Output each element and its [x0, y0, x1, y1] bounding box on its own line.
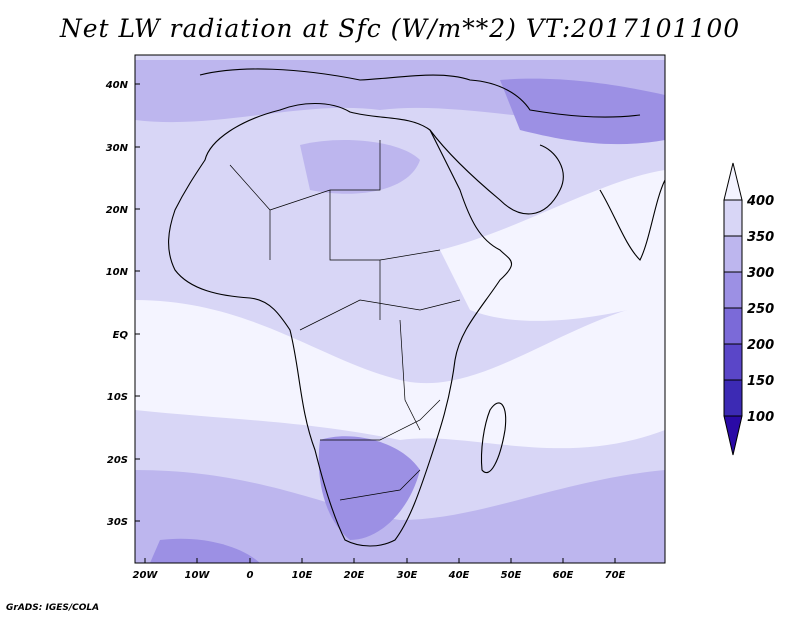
colorbar-max-arrow — [723, 162, 743, 201]
mediterranean-north-coast — [199, 68, 641, 118]
lon-tick-label: 70E — [605, 570, 626, 581]
colorbar-label: 200 — [747, 338, 774, 353]
madagascar-coastline — [480, 402, 507, 473]
lon-tick-label: 10E — [292, 570, 313, 581]
colorbar-segment — [723, 235, 743, 273]
colorbar-label: 250 — [747, 302, 774, 317]
shading-sahara-east — [300, 140, 420, 194]
shading-indian-ocean — [440, 170, 665, 321]
lon-axis: 20W 10W 0 10E 20E 30E 40E 50E 60E 70E — [133, 558, 626, 581]
lat-tick-label: 10N — [106, 267, 129, 278]
shading-southern-africa — [318, 436, 420, 540]
colorbar-label: 300 — [747, 266, 774, 281]
colorbar-segment — [723, 307, 743, 345]
arabian-peninsula-coast — [429, 129, 564, 215]
shading-tropical-band — [135, 300, 665, 449]
lat-tick-label: 40N — [105, 80, 129, 91]
lon-tick-label: 20E — [344, 570, 365, 581]
map-title: Net LW radiation at Sfc (W/m**2) VT:2017… — [59, 14, 741, 43]
map-frame — [134, 54, 666, 564]
lat-tick-label: 10S — [107, 392, 128, 403]
lon-tick-label: 40E — [448, 570, 470, 581]
colorbar-segment — [723, 271, 743, 309]
shading-iran-region — [500, 78, 665, 145]
lat-tick-label: 20N — [106, 205, 129, 216]
lat-tick-label: 30S — [107, 517, 128, 528]
lat-axis: 40N 30N 20N 10N EQ 10S 20S 30S — [105, 80, 140, 528]
colorbar-label: 150 — [747, 374, 774, 389]
colorbar-label: 400 — [746, 194, 774, 209]
shading-south-band — [135, 470, 665, 563]
colorbar-label: 100 — [747, 410, 774, 425]
lon-tick-label: 0 — [247, 570, 254, 581]
shading-south-atlantic — [150, 538, 260, 563]
lat-tick-label: 20S — [107, 455, 128, 466]
coastlines — [168, 68, 665, 547]
lon-tick-label: 50E — [501, 570, 522, 581]
colorbar-segment — [723, 199, 743, 237]
lon-tick-label: 30E — [397, 570, 418, 581]
lon-tick-label: 20W — [133, 570, 159, 581]
india-coast — [599, 179, 665, 261]
colorbar: 100 150 200 250 300 350 400 — [723, 162, 774, 456]
colorbar-segment — [723, 343, 743, 381]
country-borders — [229, 140, 461, 501]
credit-text: GrADS: IGES/COLA — [6, 603, 100, 613]
colorbar-min-arrow — [723, 415, 743, 456]
lat-tick-label: EQ — [113, 330, 129, 341]
africa-coastline — [168, 103, 512, 547]
lon-tick-label: 10W — [185, 570, 211, 581]
lon-tick-label: 60E — [553, 570, 574, 581]
colorbar-label: 350 — [747, 230, 774, 245]
colorbar-segment — [723, 379, 743, 417]
lat-tick-label: 30N — [106, 143, 129, 154]
map-plot-area — [135, 55, 665, 563]
